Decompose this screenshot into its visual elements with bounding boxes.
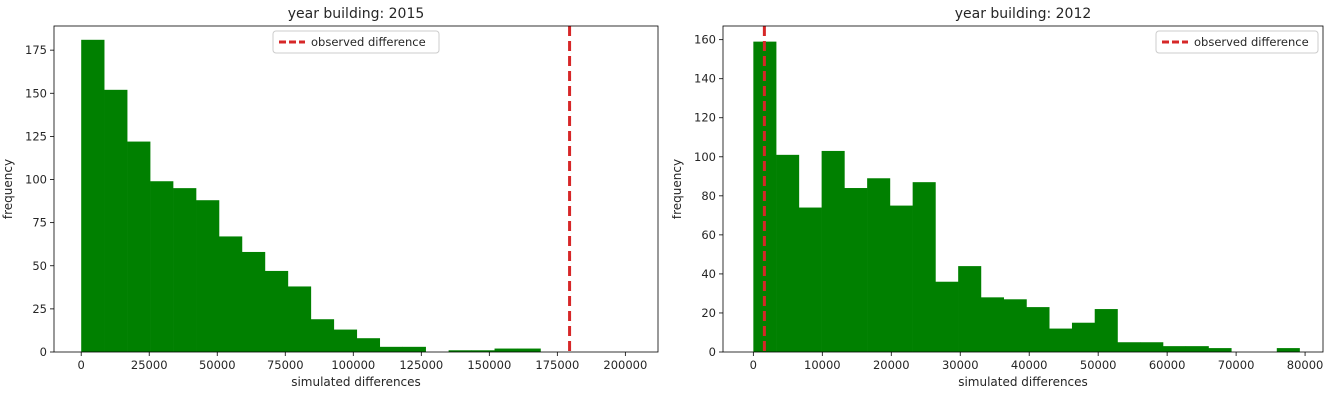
histogram-bar bbox=[1208, 348, 1232, 352]
histogram-bar bbox=[776, 154, 800, 352]
x-tick-label: 60000 bbox=[1149, 358, 1186, 372]
y-tick-label: 140 bbox=[694, 72, 716, 86]
x-tick-label: 50000 bbox=[199, 358, 236, 372]
histogram-bar bbox=[958, 266, 982, 352]
histogram-bar bbox=[798, 207, 822, 352]
histogram-bar bbox=[448, 350, 472, 352]
y-axis-label: frequency bbox=[1, 159, 15, 219]
x-tick-label: 200000 bbox=[603, 358, 647, 372]
histogram-bar bbox=[196, 200, 220, 352]
histogram-bar bbox=[402, 346, 426, 352]
x-tick-label: 40000 bbox=[1011, 358, 1048, 372]
y-tick-label: 25 bbox=[32, 302, 47, 316]
histogram-bar bbox=[218, 236, 243, 352]
y-tick-label: 175 bbox=[25, 43, 47, 57]
histogram-bar bbox=[1094, 309, 1118, 352]
histogram-bar bbox=[980, 297, 1004, 352]
y-tick-label: 100 bbox=[25, 173, 47, 187]
y-tick-label: 0 bbox=[709, 345, 716, 359]
histogram-chart-2015: 0 25000 50000 75000 100000 125000 150000 175000… bbox=[0, 0, 672, 406]
x-axis-label: simulated differences bbox=[958, 375, 1088, 389]
histogram-bar bbox=[1071, 322, 1096, 352]
histogram-bar bbox=[287, 286, 312, 352]
x-tick-label: 70000 bbox=[1218, 358, 1255, 372]
x-tick-label: 10000 bbox=[804, 358, 841, 372]
histogram-bar bbox=[264, 270, 289, 352]
histogram-bar bbox=[127, 141, 151, 352]
y-tick-label: 125 bbox=[25, 129, 47, 143]
y-tick-label: 160 bbox=[694, 33, 716, 47]
histogram-bar bbox=[912, 182, 936, 352]
x-tick-label: 0 bbox=[750, 358, 757, 372]
plot-frame bbox=[722, 25, 1324, 353]
legend-label: observed difference bbox=[1194, 35, 1309, 49]
histogram-bar bbox=[310, 319, 335, 352]
histogram-bar bbox=[356, 338, 381, 352]
x-tick-label: 20000 bbox=[873, 358, 910, 372]
y-tick-label: 100 bbox=[694, 150, 716, 164]
y-tick-label: 40 bbox=[701, 267, 716, 281]
histogram-bar bbox=[1185, 346, 1209, 352]
histogram-bar bbox=[935, 281, 959, 352]
y-axis-label: frequency bbox=[672, 159, 684, 219]
x-tick-label: 175000 bbox=[535, 358, 579, 372]
histogram-bar bbox=[844, 188, 868, 352]
histogram-bar bbox=[471, 350, 495, 352]
legend: observed difference bbox=[272, 30, 440, 54]
histogram-bar bbox=[1049, 328, 1073, 352]
y-tick-label: 80 bbox=[701, 189, 716, 203]
y-tick-label: 50 bbox=[32, 259, 47, 273]
x-tick-label: 0 bbox=[78, 358, 85, 372]
y-tick-label: 0 bbox=[40, 345, 47, 359]
histogram-bar bbox=[517, 348, 541, 352]
histogram-svg-2012: 0 10000 20000 30000 40000 50000 60000 70000 8000… bbox=[670, 6, 1324, 389]
histogram-bar bbox=[1026, 307, 1050, 352]
histogram-bar bbox=[173, 188, 197, 352]
x-tick-label: 30000 bbox=[942, 358, 979, 372]
legend-box bbox=[272, 30, 440, 54]
x-tick-label: 125000 bbox=[399, 358, 443, 372]
x-tick-label: 80000 bbox=[1287, 358, 1324, 372]
x-tick-label: 150000 bbox=[467, 358, 511, 372]
histogram-bar bbox=[889, 205, 913, 352]
histogram-bar bbox=[1140, 342, 1164, 352]
histogram-bar bbox=[1117, 342, 1141, 352]
histogram-bar bbox=[333, 329, 358, 352]
histogram-svg-2015: 0 25000 50000 75000 100000 125000 150000 175000… bbox=[1, 6, 659, 389]
x-tick-label: 50000 bbox=[1080, 358, 1117, 372]
histogram-bar bbox=[81, 39, 105, 352]
histogram-bars bbox=[81, 39, 541, 353]
legend-label: observed difference bbox=[311, 35, 426, 49]
x-axis-label: simulated differences bbox=[291, 375, 421, 389]
histogram-bars bbox=[753, 41, 1300, 353]
legend: observed difference bbox=[1155, 30, 1319, 54]
chart-title: year building: 2015 bbox=[288, 6, 425, 22]
histogram-bar bbox=[1163, 346, 1187, 352]
x-tick-label: 25000 bbox=[131, 358, 168, 372]
histogram-chart-2012: 0 10000 20000 30000 40000 50000 60000 70000 8000… bbox=[670, 0, 1344, 406]
histogram-bar bbox=[821, 150, 845, 352]
histogram-bar bbox=[1276, 348, 1300, 352]
histogram-bar bbox=[379, 346, 403, 352]
histogram-bar bbox=[104, 89, 128, 353]
x-tick-label: 100000 bbox=[331, 358, 375, 372]
y-tick-label: 60 bbox=[701, 228, 716, 242]
histogram-bar bbox=[494, 348, 518, 352]
y-tick-label: 120 bbox=[694, 111, 716, 125]
y-tick-label: 20 bbox=[701, 306, 716, 320]
histogram-bar bbox=[241, 251, 266, 352]
legend-box bbox=[1155, 30, 1319, 54]
histogram-bar bbox=[150, 181, 174, 352]
histogram-bar bbox=[1003, 299, 1027, 352]
chart-title: year building: 2012 bbox=[955, 6, 1092, 22]
y-tick-label: 150 bbox=[25, 86, 47, 100]
histogram-bar bbox=[867, 178, 891, 352]
x-tick-label: 75000 bbox=[267, 358, 304, 372]
plot-frame bbox=[53, 25, 659, 353]
y-tick-label: 75 bbox=[32, 216, 47, 230]
